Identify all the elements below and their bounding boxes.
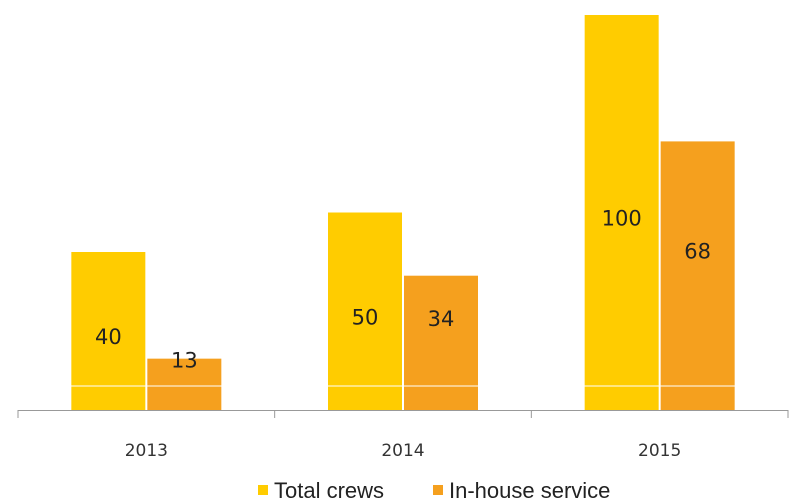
- x-tick-labels: 2013 2014 2015: [125, 441, 682, 461]
- x-tick-label-2013: 2013: [125, 441, 168, 461]
- data-label-total-crews-2013: 40: [95, 325, 122, 349]
- data-labels: 40 13 50 34 100 68: [95, 207, 711, 373]
- bar-total-crews-2014: [328, 212, 402, 410]
- bar-in-house-service-2015: [660, 141, 735, 410]
- data-label-in-house-service-2015: 68: [684, 240, 711, 264]
- data-label-total-crews-2015: 100: [602, 207, 642, 231]
- data-label-total-crews-2014: 50: [352, 305, 379, 329]
- legend-swatch-total-crews: [258, 485, 268, 495]
- data-label-in-house-service-2014: 34: [428, 307, 455, 331]
- legend: Total crews In-house service: [258, 478, 610, 502]
- x-tick-label-2015: 2015: [638, 441, 681, 461]
- bars-layer: [18, 15, 788, 410]
- bar-total-crews-2015: [584, 15, 659, 410]
- data-label-in-house-service-2013: 13: [171, 348, 198, 372]
- x-axis: [17, 410, 789, 418]
- legend-label-in-house-service: In-house service: [449, 478, 610, 502]
- bar-in-house-service-2013: [147, 358, 222, 410]
- legend-label-total-crews: Total crews: [274, 478, 384, 502]
- legend-swatch-in-house-service: [433, 485, 443, 495]
- bar-total-crews-2013: [71, 252, 146, 410]
- x-tick-label-2014: 2014: [381, 441, 424, 461]
- bar-in-house-service-2014: [404, 275, 478, 410]
